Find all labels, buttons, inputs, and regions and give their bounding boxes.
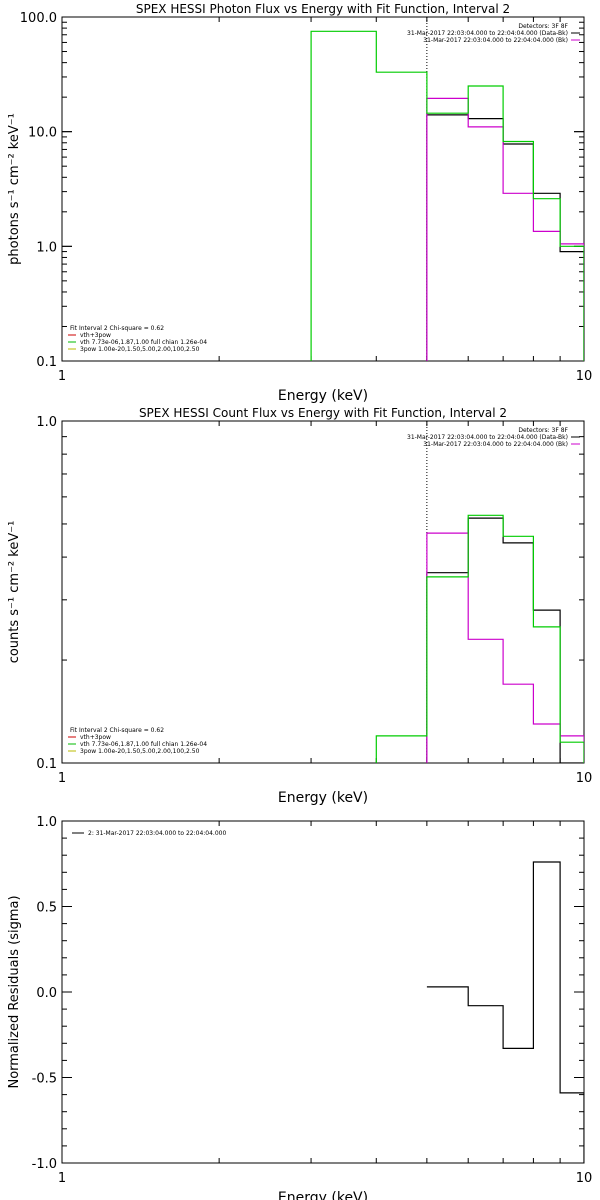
y-tick-label: 100.0 — [20, 11, 57, 26]
data-series-3 — [375, 514, 584, 763]
x-tick-label: 10 — [576, 369, 593, 384]
y-tick-label: 1.0 — [36, 415, 57, 430]
chart-1: SPEX HESSI Photon Flux vs Energy with Fi… — [7, 2, 592, 404]
y-tick-label: 1.0 — [36, 815, 57, 830]
x-tick-label: 1 — [58, 1171, 66, 1186]
y-axis-label: Normalized Residuals (sigma) — [7, 895, 22, 1088]
y-tick-label: 1.0 — [36, 240, 57, 255]
legend-right-entry: 31-Mar-2017 22:03:04.000 to 22:04:04.000… — [423, 441, 568, 448]
legend-right-entry: 31-Mar-2017 22:03:04.000 to 22:04:04.000… — [423, 37, 568, 44]
data-series-1 — [426, 517, 584, 763]
y-tick-label: 0.1 — [36, 355, 57, 370]
chart-title: SPEX HESSI Photon Flux vs Energy with Fi… — [136, 2, 510, 16]
legend-right-entry: Detectors: 3F 8F — [518, 427, 568, 434]
legend-left-entry: vth+3pow — [80, 734, 111, 741]
y-tick-label: 0.5 — [36, 901, 57, 916]
legend-left-entry: Fit Interval 2 Chi-square = 0.62 — [70, 727, 164, 734]
x-tick-label: 1 — [58, 771, 66, 786]
y-tick-label: -1.0 — [32, 1157, 57, 1172]
legend-left-entry: vth+3pow — [80, 332, 111, 339]
chart-3: 1 10 Energy (keV) -1.0 -0.5 0.0 0.5 1.0 Normaliz… — [7, 815, 592, 1200]
x-axis-label: Energy (keV) — [278, 790, 368, 806]
y-tick-label: -0.5 — [32, 1072, 57, 1087]
x-tick-label: 10 — [576, 1171, 593, 1186]
data-series-2 — [426, 532, 584, 763]
legend-left-entry: 3pow 1.00e-20,1.50,5.00,2.00,100,2.50 — [80, 748, 200, 755]
legend-right-entry: 31-Mar-2017 22:03:04.000 to 22:04:04.000… — [407, 30, 568, 37]
plot-frame — [61, 420, 585, 764]
y-axis-label: counts s⁻¹ cm⁻² keV⁻¹ — [7, 521, 22, 664]
data-series-1 — [426, 114, 584, 361]
plot-frame — [61, 820, 585, 1164]
legend-entry: 2: 31-Mar-2017 22:03:04.000 to 22:04:04.… — [88, 830, 226, 837]
y-tick-label: 0.0 — [36, 986, 57, 1001]
legend-left-entry: vth 7.73e-06,1.87,1.00 full chian 1.26e-… — [80, 339, 207, 346]
data-series-2 — [426, 97, 584, 361]
x-axis-label: Energy (keV) — [278, 1190, 368, 1200]
data-series-3 — [310, 30, 584, 361]
x-tick-label: 1 — [58, 369, 66, 384]
legend-left-entry: vth 7.73e-06,1.87,1.00 full chian 1.26e-… — [80, 741, 207, 748]
data-series-1 — [426, 861, 584, 1163]
legend-left-entry: 3pow 1.00e-20,1.50,5.00,2.00,100,2.50 — [80, 346, 200, 353]
y-axis-label: photons s⁻¹ cm⁻² keV⁻¹ — [7, 113, 22, 265]
chart-2: SPEX HESSI Count Flux vs Energy with Fit… — [7, 406, 592, 806]
legend-right-entry: 31-Mar-2017 22:03:04.000 to 22:04:04.000… — [407, 434, 568, 441]
y-tick-label: 0.1 — [36, 757, 57, 772]
x-tick-label: 10 — [576, 771, 593, 786]
legend-right-entry: Detectors: 3F 8F — [518, 23, 568, 30]
plot-frame — [61, 16, 585, 362]
legend-left-entry: Fit Interval 2 Chi-square = 0.62 — [70, 325, 164, 332]
y-tick-label: 10.0 — [28, 126, 57, 141]
chart-title: SPEX HESSI Count Flux vs Energy with Fit… — [139, 406, 507, 420]
x-axis-label: Energy (keV) — [278, 388, 368, 404]
